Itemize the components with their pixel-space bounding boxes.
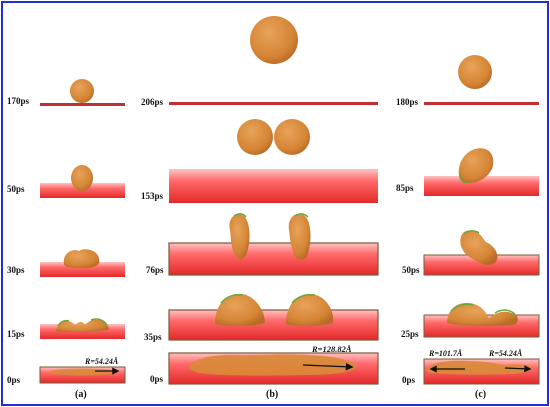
substrate <box>169 310 378 340</box>
panel-c-50ps: 50ps <box>402 230 540 276</box>
droplet <box>286 293 334 327</box>
time-label: 153ps <box>141 191 164 201</box>
wetting-front <box>463 230 480 235</box>
substrate-edge-view <box>40 103 125 106</box>
radius-label: R=54.24Å <box>84 357 119 366</box>
substrate-border <box>39 366 126 384</box>
substrate-edge-view <box>169 102 378 105</box>
time-label: 0ps <box>150 374 164 384</box>
droplet <box>63 249 100 268</box>
time-label: 30ps <box>7 265 25 275</box>
droplet <box>237 119 273 155</box>
radius-arrow <box>302 362 354 371</box>
time-label: 85ps <box>396 183 414 193</box>
droplet <box>288 213 311 260</box>
time-label: 35ps <box>144 332 162 342</box>
substrate <box>40 262 125 277</box>
substrate <box>424 176 539 196</box>
time-label: 0ps <box>7 375 21 385</box>
radius-label-small: R=54.24Å <box>488 349 523 358</box>
droplet <box>458 148 494 184</box>
panel-a-30ps: 30ps <box>7 249 125 277</box>
substrate-border <box>423 358 540 385</box>
panel-b-35ps: 35ps <box>144 293 379 342</box>
panel-b-0ps: R=128.82Å 0ps <box>150 344 379 385</box>
wetting-front <box>57 318 108 327</box>
droplet <box>215 293 265 327</box>
panel-a-170ps: 170ps <box>7 79 125 106</box>
radius-label-large: R=101.7Å <box>428 349 463 358</box>
substrate <box>424 255 539 275</box>
droplet <box>447 302 518 326</box>
wetting-front <box>459 172 468 184</box>
wetting-front <box>220 294 316 304</box>
time-label: 0ps <box>402 375 416 385</box>
time-label: 25ps <box>401 329 419 339</box>
panel-c-85ps: 85ps <box>396 148 539 196</box>
panel-b-153ps: 153ps <box>141 119 378 203</box>
time-label: 206ps <box>141 97 164 107</box>
wetting-front <box>450 303 516 315</box>
time-label: 15ps <box>7 329 25 339</box>
substrate-border <box>168 352 379 385</box>
panel-c-180ps: 180ps <box>396 55 539 107</box>
substrate <box>169 243 378 275</box>
panel-c-0ps: R=101.7Å R=54.24Å 0ps <box>402 349 540 385</box>
panel-label: (c) <box>475 389 486 400</box>
panel-a-15ps: 15ps <box>7 318 125 339</box>
droplet <box>49 368 115 376</box>
droplet <box>426 360 533 375</box>
column-a: 170ps 50ps 30ps 15ps R=54.24Å 0ps <box>7 79 126 400</box>
panel-b-76ps: 76ps <box>146 213 379 276</box>
droplet <box>460 230 498 265</box>
time-label: 170ps <box>7 96 30 106</box>
droplet <box>458 55 492 89</box>
droplet <box>70 79 94 103</box>
droplet <box>229 214 250 259</box>
droplet <box>250 16 298 64</box>
droplet <box>188 354 357 376</box>
panel-a-50ps: 50ps <box>7 165 125 198</box>
panel-label: (b) <box>266 389 278 400</box>
substrate-edge-view <box>424 102 539 105</box>
droplet <box>71 165 93 191</box>
time-label: 50ps <box>7 184 25 194</box>
panel-a-0ps: R=54.24Å 0ps <box>7 357 126 385</box>
droplet-simulation-figure: 170ps 50ps 30ps 15ps R=54.24Å 0ps <box>7 16 540 400</box>
column-c: 180ps 85ps 50ps 25ps <box>396 55 540 400</box>
panel-b-206ps: 206ps <box>141 16 378 107</box>
radius-label: R=128.82Å <box>311 344 352 354</box>
time-label: 50ps <box>402 265 420 275</box>
droplet <box>56 319 109 333</box>
wetting-front <box>233 213 309 218</box>
substrate-border <box>168 242 379 276</box>
substrate <box>169 169 378 203</box>
time-label: 180ps <box>396 97 419 107</box>
substrate-border <box>168 309 379 341</box>
panel-c-25ps: 25ps <box>401 302 540 339</box>
column-b: 206ps 153ps 76ps 35ps <box>141 16 379 400</box>
time-label: 76ps <box>146 265 164 275</box>
droplet <box>274 119 310 155</box>
radius-arrow-right <box>504 365 532 373</box>
panel-label: (a) <box>75 389 87 400</box>
